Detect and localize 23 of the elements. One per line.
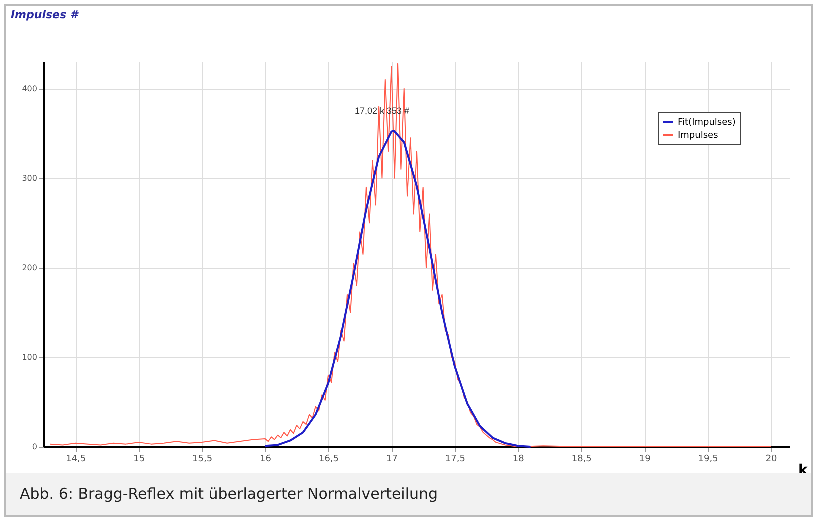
y-tick-label: 0 bbox=[32, 442, 38, 452]
line-series bbox=[264, 130, 532, 448]
x-tick-label: 17,5 bbox=[445, 454, 466, 464]
x-tick-label: 15 bbox=[134, 454, 146, 464]
x-tick-label: 18 bbox=[512, 454, 525, 464]
x-tick-label: 19 bbox=[639, 454, 652, 464]
line-series bbox=[50, 63, 772, 448]
x-tick-label: 15,5 bbox=[192, 454, 213, 464]
x-tick-label: 17 bbox=[386, 454, 398, 464]
x-tick-label: 14,5 bbox=[66, 454, 86, 464]
legend-label: Fit(Impulses) bbox=[678, 118, 736, 128]
y-tick-label: 300 bbox=[22, 174, 38, 183]
x-tick-label: 18,5 bbox=[572, 454, 592, 464]
y-tick-label: 400 bbox=[22, 84, 38, 94]
y-axis-title: Impulses # bbox=[10, 8, 80, 22]
caption: Abb. 6: Bragg-Reflex mit überlagerter Normalverteilung bbox=[20, 485, 438, 503]
x-tick-label: 20 bbox=[766, 454, 778, 464]
x-tick-label: 16,5 bbox=[318, 454, 340, 464]
legend-label: Impulses bbox=[678, 131, 719, 141]
x-tick-label: 19,5 bbox=[698, 454, 718, 464]
y-tick-label: 200 bbox=[22, 263, 38, 272]
y-tick-label: 100 bbox=[22, 352, 38, 362]
x-tick-label: 16 bbox=[260, 454, 272, 464]
